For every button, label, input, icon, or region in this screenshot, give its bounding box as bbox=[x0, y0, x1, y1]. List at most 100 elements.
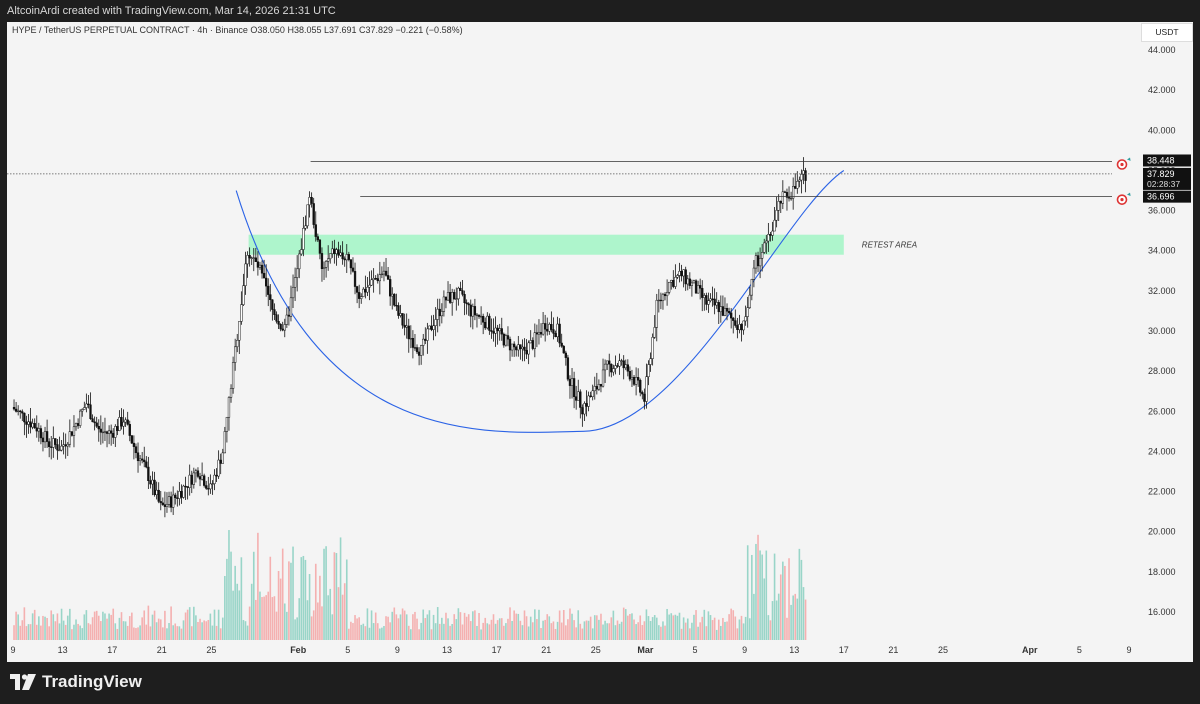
volume-bar bbox=[350, 621, 352, 640]
candle-body bbox=[488, 315, 491, 331]
candle-body bbox=[430, 325, 433, 330]
candle-body bbox=[395, 305, 398, 307]
volume-bar bbox=[498, 618, 501, 640]
volume-bar bbox=[387, 616, 389, 640]
volume-bar bbox=[116, 628, 119, 640]
candle-body bbox=[678, 270, 681, 276]
candle-body bbox=[637, 377, 640, 381]
time-axis[interactable]: 9 13 17 21 25 Feb 5 9 13 17 21 25 Mar 5 9 13 17 21 25 Apr 5 9 bbox=[10, 645, 1131, 655]
volume-bar bbox=[765, 550, 768, 640]
volume-bar bbox=[379, 628, 381, 640]
candle-body bbox=[622, 360, 625, 369]
volume-bar bbox=[178, 626, 181, 640]
volume-bar bbox=[689, 628, 691, 640]
volume-bar bbox=[784, 565, 786, 640]
candle-body bbox=[535, 332, 539, 335]
candle-body bbox=[539, 331, 543, 335]
candle-body bbox=[138, 458, 142, 462]
volume-bar bbox=[77, 623, 79, 640]
volume-bar bbox=[587, 620, 590, 640]
candle-body bbox=[79, 410, 82, 426]
credit-bar: AltcoinArdi created with TradingView.com… bbox=[0, 0, 1200, 22]
candle-body bbox=[734, 320, 737, 326]
price-axis[interactable]: 16.000 18.000 20.000 22.000 24.000 26.000 28.0… bbox=[1148, 45, 1176, 617]
volume-bar bbox=[591, 628, 594, 640]
candle-body bbox=[136, 452, 140, 462]
volume-bar bbox=[583, 621, 586, 640]
candle-body bbox=[575, 396, 578, 401]
candlesticks bbox=[12, 157, 807, 518]
candle-body bbox=[304, 225, 307, 229]
candle-body bbox=[552, 329, 555, 334]
volume-bar bbox=[436, 607, 439, 640]
volume-bar bbox=[308, 574, 311, 640]
candle-body bbox=[97, 425, 100, 430]
countdown-label: 02:28:37 bbox=[1147, 179, 1180, 189]
target-icon[interactable] bbox=[1116, 157, 1131, 170]
volume-bar bbox=[565, 625, 567, 640]
volume-bar bbox=[193, 606, 195, 640]
volume-bar bbox=[738, 619, 741, 640]
volume-bar bbox=[608, 623, 611, 640]
volume-bar bbox=[728, 614, 730, 640]
y-tick-label: 36.000 bbox=[1148, 206, 1176, 216]
currency-button[interactable]: USDT bbox=[1141, 23, 1193, 42]
volume-bar bbox=[395, 614, 398, 640]
volume-bar bbox=[701, 616, 704, 640]
candle-body bbox=[583, 403, 586, 415]
chart-area[interactable] bbox=[7, 22, 1193, 662]
volume-bar bbox=[50, 610, 53, 640]
volume-bar bbox=[56, 613, 59, 640]
candle-body bbox=[186, 486, 189, 488]
volume-bar bbox=[104, 613, 106, 640]
candle-body bbox=[558, 323, 561, 344]
volume-bar bbox=[15, 611, 17, 640]
volume-bar bbox=[64, 624, 67, 640]
volume-bar bbox=[54, 621, 57, 640]
volume-bar bbox=[494, 623, 497, 640]
volume-bar bbox=[370, 610, 373, 640]
volume-bar bbox=[777, 593, 780, 640]
volume-bar bbox=[740, 615, 743, 640]
volume-bar bbox=[97, 615, 100, 640]
volume-bar bbox=[715, 629, 718, 640]
volume-bar bbox=[430, 629, 433, 640]
candle-body bbox=[399, 313, 402, 316]
candle-body bbox=[149, 480, 152, 485]
candle-body bbox=[674, 276, 677, 287]
volume-bar bbox=[767, 615, 770, 640]
volume-bar bbox=[796, 598, 799, 640]
candle-body bbox=[769, 234, 772, 236]
candle-body bbox=[620, 360, 623, 362]
candle-body bbox=[699, 285, 702, 289]
y-tick-label: 20.000 bbox=[1148, 527, 1176, 537]
candle-body bbox=[281, 328, 284, 331]
volume-bar bbox=[341, 594, 344, 640]
volume-bar bbox=[618, 623, 621, 640]
candle-body bbox=[663, 293, 667, 297]
target-icon[interactable] bbox=[1116, 192, 1131, 205]
volume-bar bbox=[732, 610, 735, 640]
volume-bar bbox=[711, 620, 714, 640]
candle-body bbox=[329, 253, 332, 260]
volume-bar bbox=[312, 610, 315, 640]
candle-body bbox=[723, 308, 727, 316]
candle-body bbox=[525, 350, 528, 355]
volume-bar bbox=[385, 616, 387, 640]
volume-bar bbox=[345, 559, 348, 640]
volume-bar bbox=[182, 620, 185, 640]
volume-bar bbox=[438, 623, 441, 640]
candle-body bbox=[779, 201, 782, 204]
candle-body bbox=[496, 327, 499, 332]
tradingview-logo-icon bbox=[10, 674, 36, 690]
volume-bar bbox=[579, 623, 582, 640]
y-tick-label: 42.000 bbox=[1148, 85, 1176, 95]
volume-bar bbox=[407, 625, 410, 640]
candle-body bbox=[41, 437, 45, 443]
volume-bar bbox=[550, 623, 553, 640]
volume-bar bbox=[416, 618, 418, 640]
volume-bar bbox=[393, 607, 396, 640]
candle-body bbox=[438, 308, 441, 317]
volume-bar bbox=[651, 617, 654, 640]
